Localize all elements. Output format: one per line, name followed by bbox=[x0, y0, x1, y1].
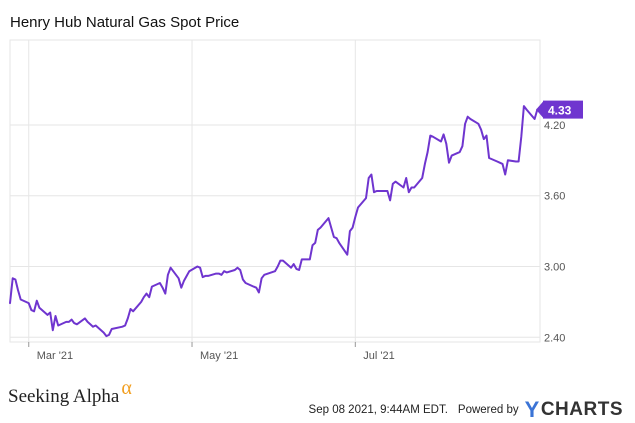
seeking-alpha-logo: Seeking Alpha α bbox=[8, 377, 132, 408]
axis-ticks: 2.40 3.00 3.60 4.20 Mar '21 May '21 Jul '21 bbox=[28, 120, 565, 362]
y-tick-label: 4.20 bbox=[544, 120, 565, 132]
badge-box bbox=[543, 100, 583, 119]
alpha-icon: α bbox=[121, 377, 132, 399]
badge-pointer bbox=[536, 101, 543, 118]
x-tick-label: Jul '21 bbox=[363, 350, 394, 362]
x-tick-label: May '21 bbox=[200, 350, 238, 362]
last-value-badge: 4.33 bbox=[536, 100, 583, 119]
y-tick-label: 3.60 bbox=[544, 191, 565, 203]
timestamp: Sep 08 2021, 9:44AM EDT. bbox=[308, 404, 448, 416]
chart-footer: Sep 08 2021, 9:44AM EDT. Powered by Y CHA… bbox=[309, 397, 623, 423]
chart-title: Henry Hub Natural Gas Spot Price bbox=[10, 14, 240, 31]
last-value-label: 4.33 bbox=[548, 104, 572, 118]
powered-by-label: Powered by bbox=[457, 404, 519, 416]
y-tick-label: 2.40 bbox=[544, 332, 565, 344]
ycharts-y-icon: Y bbox=[524, 397, 540, 422]
y-tick-label: 3.00 bbox=[544, 262, 565, 274]
ycharts-wordmark: CHARTS bbox=[540, 399, 623, 420]
plot-frame bbox=[9, 39, 541, 343]
grid bbox=[10, 40, 540, 342]
ycharts-logo[interactable]: Y CHARTS bbox=[525, 397, 623, 423]
brand-name: Seeking Alpha bbox=[8, 386, 120, 407]
series-line[interactable] bbox=[9, 105, 539, 338]
x-tick-label: Mar '21 bbox=[37, 350, 73, 362]
